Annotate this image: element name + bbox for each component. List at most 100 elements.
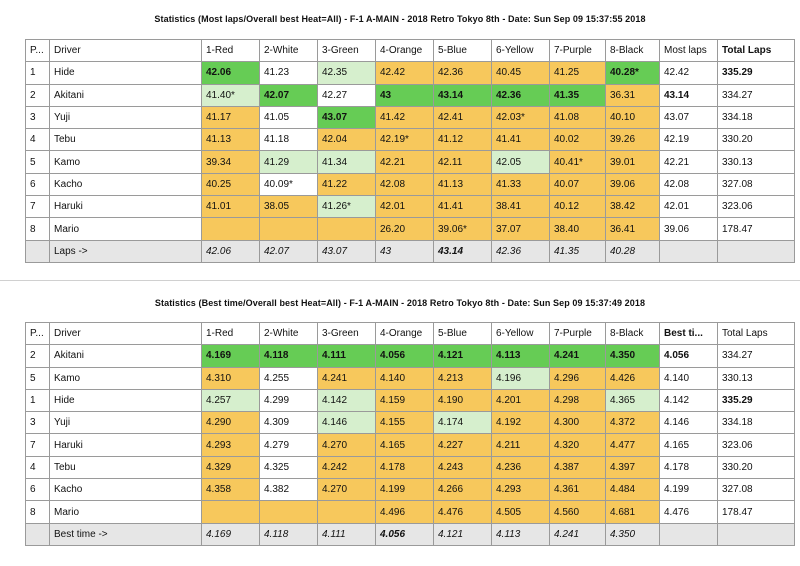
footer-lane-purple-cell: 4.241: [549, 522, 606, 547]
lane-orange-cell: 4.159: [375, 388, 434, 413]
lane-blue-cell: 4.227: [433, 433, 492, 457]
column-header-position[interactable]: P...: [25, 321, 50, 346]
lane-blue-cell: 4.476: [433, 500, 492, 524]
lane-green-cell: 41.34: [317, 150, 376, 174]
lane-green-cell: 41.26*: [317, 195, 376, 219]
lane-black-cell: 4.477: [605, 433, 660, 457]
footer-label: Best time ->: [49, 522, 202, 547]
metric-cell: 4.178: [659, 455, 718, 480]
table-row: 1 Hide 42.06 41.23 42.35 42.42 42.36 40.45 41.25…: [25, 61, 795, 85]
lane-blue-cell: 41.13: [433, 172, 492, 197]
column-header-driver[interactable]: Driver: [49, 321, 202, 346]
lane-purple-cell: 41.25: [549, 61, 606, 85]
lane-red-cell: 42.06: [201, 61, 260, 85]
footer-blank-cell: [25, 239, 50, 264]
lane-green-cell: 41.22: [317, 172, 376, 197]
lane-orange-cell: 43: [375, 83, 434, 107]
lane-green-cell: 4.242: [317, 455, 376, 480]
total-laps-cell: 330.20: [717, 128, 795, 152]
lane-yellow-cell: 42.03*: [491, 105, 550, 130]
driver-cell: Hide: [49, 61, 202, 85]
footer-blank-cell: [717, 522, 795, 547]
lane-yellow-cell: 4.505: [491, 500, 550, 524]
column-header-metric[interactable]: Most laps: [659, 38, 718, 63]
lane-purple-cell: 4.300: [549, 411, 606, 435]
column-header-lane-orange[interactable]: 4-Orange: [375, 321, 434, 346]
total-laps-cell: 334.18: [717, 105, 795, 130]
lane-purple-cell: 40.41*: [549, 150, 606, 174]
lane-green-cell: 42.04: [317, 128, 376, 152]
column-header-driver[interactable]: Driver: [49, 38, 202, 63]
position-cell: 3: [25, 105, 50, 130]
lane-red-cell: 41.17: [201, 105, 260, 130]
lane-blue-cell: 39.06*: [433, 217, 492, 241]
column-header-lane-green[interactable]: 3-Green: [317, 321, 376, 346]
lane-blue-cell: 4.266: [433, 478, 492, 502]
lane-purple-cell: 40.12: [549, 195, 606, 219]
lane-yellow-cell: 4.196: [491, 366, 550, 390]
total-laps-cell: 327.08: [717, 478, 795, 502]
total-laps-cell: 335.29: [717, 388, 795, 413]
metric-cell: 4.140: [659, 366, 718, 390]
column-header-lane-blue[interactable]: 5-Blue: [433, 38, 492, 63]
lane-white-cell: 4.279: [259, 433, 318, 457]
lane-black-cell: 4.365: [605, 388, 660, 413]
footer-lane-orange-cell: 43: [375, 239, 434, 264]
table-row: 4 Tebu 41.13 41.18 42.04 42.19* 41.12 41.41 40.0…: [25, 128, 795, 152]
lane-yellow-cell: 4.113: [491, 344, 550, 368]
column-header-lane-yellow[interactable]: 6-Yellow: [491, 38, 550, 63]
lane-yellow-cell: 42.36: [491, 83, 550, 107]
column-header-lane-purple[interactable]: 7-Purple: [549, 38, 606, 63]
column-header-lane-black[interactable]: 8-Black: [605, 321, 660, 346]
metric-cell: 43.07: [659, 105, 718, 130]
footer-blank-cell: [25, 522, 50, 547]
table-row: 3 Yuji 4.290 4.309 4.146 4.155 4.174 4.192 4.300…: [25, 411, 795, 435]
column-header-total-laps[interactable]: Total Laps: [717, 321, 795, 346]
driver-cell: Akitani: [49, 83, 202, 107]
metric-cell: 4.165: [659, 433, 718, 457]
lane-blue-cell: 42.36: [433, 61, 492, 85]
lane-red-cell: [201, 217, 260, 241]
column-header-total-laps[interactable]: Total Laps: [717, 38, 795, 63]
driver-cell: Kamo: [49, 366, 202, 390]
lane-blue-cell: 41.12: [433, 128, 492, 152]
column-header-lane-orange[interactable]: 4-Orange: [375, 38, 434, 63]
table1-title: Statistics (Most laps/Overall best Heat=…: [154, 14, 646, 24]
column-header-lane-purple[interactable]: 7-Purple: [549, 321, 606, 346]
table-row: 4 Tebu 4.329 4.325 4.242 4.178 4.243 4.236 4.387…: [25, 455, 795, 480]
driver-cell: Mario: [49, 500, 202, 524]
header-row: P... Driver 1-Red 2-White 3-Green 4-Orange 5-B…: [25, 321, 795, 346]
lane-green-cell: [317, 217, 376, 241]
driver-cell: Kacho: [49, 172, 202, 197]
lane-yellow-cell: 4.236: [491, 455, 550, 480]
lane-black-cell: 4.350: [605, 344, 660, 368]
column-header-lane-white[interactable]: 2-White: [259, 38, 318, 63]
metric-cell: 4.199: [659, 478, 718, 502]
lane-yellow-cell: 4.293: [491, 478, 550, 502]
lane-black-cell: 39.06: [605, 172, 660, 197]
column-header-lane-red[interactable]: 1-Red: [201, 38, 260, 63]
column-header-lane-green[interactable]: 3-Green: [317, 38, 376, 63]
footer-lane-blue-cell: 43.14: [433, 239, 492, 264]
lane-green-cell: 42.27: [317, 83, 376, 107]
lane-purple-cell: 4.361: [549, 478, 606, 502]
column-header-lane-red[interactable]: 1-Red: [201, 321, 260, 346]
footer-lane-white-cell: 4.118: [259, 522, 318, 547]
total-laps-cell: 327.08: [717, 172, 795, 197]
column-header-metric[interactable]: Best ti...: [659, 321, 718, 346]
lane-black-cell: 39.26: [605, 128, 660, 152]
column-header-position[interactable]: P...: [25, 38, 50, 63]
lane-red-cell: 41.01: [201, 195, 260, 219]
column-header-lane-blue[interactable]: 5-Blue: [433, 321, 492, 346]
lane-black-cell: 39.01: [605, 150, 660, 174]
footer-row: Laps -> 42.06 42.07 43.07 43 43.14 42.36 41.35 4…: [25, 239, 795, 264]
column-header-lane-yellow[interactable]: 6-Yellow: [491, 321, 550, 346]
lane-red-cell: 4.310: [201, 366, 260, 390]
total-laps-cell: 334.27: [717, 344, 795, 368]
footer-blank-cell: [717, 239, 795, 264]
lane-orange-cell: 42.01: [375, 195, 434, 219]
lane-white-cell: 4.255: [259, 366, 318, 390]
column-header-lane-white[interactable]: 2-White: [259, 321, 318, 346]
total-laps-cell: 323.06: [717, 195, 795, 219]
column-header-lane-black[interactable]: 8-Black: [605, 38, 660, 63]
